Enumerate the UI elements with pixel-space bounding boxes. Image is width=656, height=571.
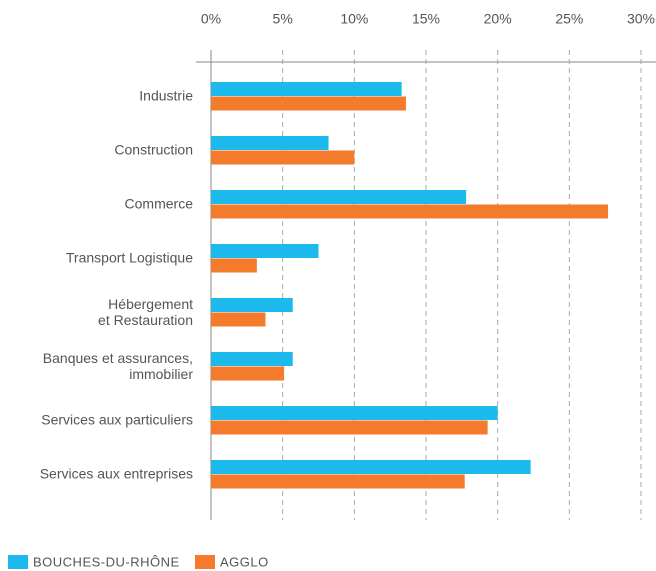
- bar: [211, 406, 498, 420]
- y-tick-label: Industrie: [139, 88, 193, 104]
- bar: [211, 150, 355, 165]
- bar: [211, 420, 488, 435]
- bar: [211, 96, 406, 111]
- bar: [211, 474, 465, 489]
- y-tick-label: Transport Logistique: [66, 250, 193, 266]
- bar: [211, 136, 329, 150]
- x-tick-label: 30%: [627, 11, 655, 27]
- y-tick-label: Services aux entreprises: [40, 466, 193, 482]
- bar: [211, 298, 293, 312]
- bar: [211, 460, 531, 474]
- legend-text: AGGLO: [220, 554, 269, 569]
- x-tick-label: 10%: [340, 11, 368, 27]
- x-tick-label: 0%: [201, 11, 221, 27]
- bar: [211, 312, 266, 327]
- bar: [211, 204, 609, 219]
- bar: [211, 82, 402, 96]
- legend-text: BOUCHES-DU-RHÔNE: [33, 554, 180, 569]
- y-tick-label: Commerce: [125, 196, 194, 212]
- bar: [211, 190, 467, 204]
- legend-swatch: [195, 555, 215, 569]
- y-tick-label: Services aux particuliers: [41, 412, 193, 428]
- y-tick-label: Banques et assurances, immobilier: [43, 350, 194, 382]
- x-tick-label: 15%: [412, 11, 440, 27]
- legend-swatch: [8, 555, 28, 569]
- bar: [211, 258, 257, 273]
- bar: [211, 366, 285, 381]
- x-tick-label: 25%: [555, 11, 583, 27]
- y-tick-label: Hébergement et Restauration: [98, 296, 193, 328]
- bar: [211, 244, 319, 258]
- x-tick-label: 5%: [273, 11, 293, 27]
- bar: [211, 352, 293, 366]
- y-tick-label: Construction: [114, 142, 193, 158]
- x-tick-label: 20%: [484, 11, 512, 27]
